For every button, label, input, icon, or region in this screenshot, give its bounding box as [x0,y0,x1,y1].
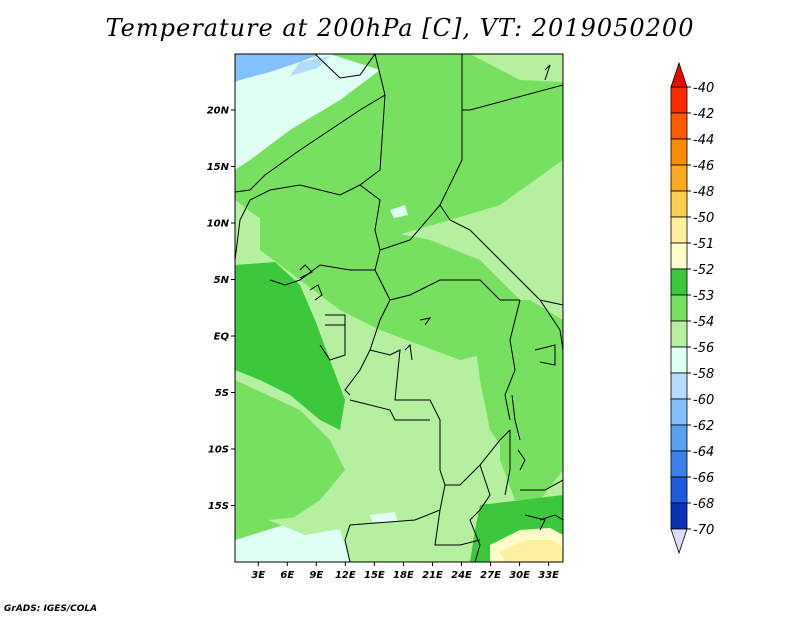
lon-tick-label: 21E [422,570,443,581]
credit-text: GrADS: IGES/COLA [4,604,98,614]
colorbar-swatch [670,372,688,400]
field-52-to-53-southeast [500,380,563,500]
lat-tick-label: 20N [207,106,230,117]
colorbar-label: -50 [693,211,714,226]
page-title: Temperature at 200hPa [C], VT: 201905020… [105,14,695,42]
colorbar-swatch [670,242,688,270]
lon-tick-label: 24E [451,570,472,581]
lon-tick-label: 9E [309,570,323,581]
lat-tick-label: 5S [215,388,229,399]
colorbar-label: -48 [693,185,714,200]
field-58-to-60-corner [235,54,320,82]
colorbar-swatch [670,164,688,192]
lon-tick-label: 27E [480,570,501,581]
colorbar-label: -40 [693,81,714,96]
colorbar-swatch [670,86,688,114]
colorbar-label: -52 [693,263,714,278]
field-52-to-53-central [260,195,540,360]
colorbar-label: -66 [693,471,714,486]
field-small-pale-patch [390,205,408,218]
colorbar-label: -58 [693,367,714,382]
colorbar-label: -56 [693,341,714,356]
colorbar-swatch [670,112,688,140]
lon-tick-label: 15E [364,570,385,581]
longitude-axis: 3E 6E 9E 12E 15E 18E 21E 24E 27E 30E 33E [251,562,559,581]
colorbar-label: -42 [693,107,714,122]
colorbar-swatch [670,320,688,348]
colorbar-swatch [670,268,688,296]
colorbar-swatch [670,346,688,374]
colorbar-swatch [670,450,688,478]
lon-tick-label: 3E [251,570,265,581]
colorbar-swatch [670,476,688,504]
colorbar-swatch [670,294,688,322]
colorbar-swatch [670,138,688,166]
colorbar-label: -54 [693,315,714,330]
field-52-to-53-southwest [235,380,345,545]
lat-tick-label: EQ [214,332,230,343]
colorbar-swatch [670,502,688,530]
colorbar-label: -51 [693,237,714,252]
lat-tick-label: 10S [208,445,229,456]
lat-tick-label: 10N [207,219,230,230]
lon-tick-label: 30E [509,570,530,581]
lon-tick-label: 6E [280,570,294,581]
field-warm-pocket [500,540,563,562]
colorbar-label: -44 [693,133,714,148]
map-frame [234,53,564,563]
field-51-to-52-coast [260,300,310,360]
colorbar-label: -62 [693,419,714,434]
lat-tick-label: 5N [214,275,230,286]
colorbar-label: -70 [693,523,714,538]
colorbar-label: -53 [693,289,714,304]
temperature-field [235,54,563,562]
field-54-to-56-northwest [235,54,380,170]
colorbar-swatch [670,190,688,218]
colorbar-swatch [670,216,688,244]
field-small-pale-patch-south [370,512,398,522]
colorbar-swatch [670,424,688,452]
colorbar-legend: -40 -42 -44 -46 -48 -50 -51 -52 -53 -54 -56 -58 -60 -… [670,61,714,555]
field-53-to-54-southwest [268,515,345,535]
colorbar-top-arrow [670,61,688,88]
lon-tick-label: 12E [335,570,356,581]
latitude-axis: 20N 15N 10N 5N EQ 5S 10S 15S [207,106,235,512]
colorbar-label: -68 [693,497,714,512]
lon-tick-label: 18E [393,570,414,581]
field-56-to-58-corner [290,56,330,76]
colorbar-bottom-arrow [670,528,688,555]
country-borders [235,54,563,562]
lon-tick-label: 33E [538,570,559,581]
colorbar-label: -64 [693,445,714,460]
lat-tick-label: 15S [208,501,229,512]
lat-tick-label: 15N [207,162,230,173]
colorbar-label: -46 [693,159,714,174]
colorbar-label: -60 [693,393,714,408]
colorbar-swatch [670,398,688,426]
